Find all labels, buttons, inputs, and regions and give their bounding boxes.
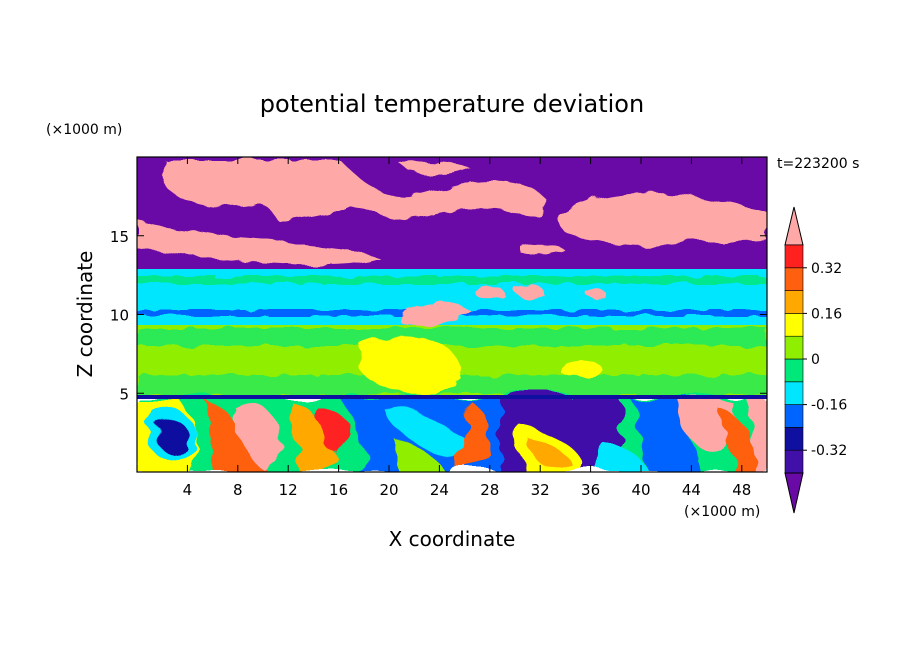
x-tick-label: 32 xyxy=(531,481,550,499)
y-tick-label: 10 xyxy=(110,307,129,325)
colorbar-box xyxy=(784,358,804,383)
contour-field xyxy=(137,157,767,472)
colorbar-extend-bottom xyxy=(784,472,804,514)
colorbar-tick-label: 0.16 xyxy=(811,306,842,322)
x-axis-ticks: 4 8 12 16 20 24 28 32 36 40 44 48 xyxy=(183,157,751,499)
x-tick-label: 8 xyxy=(233,481,243,499)
colorbar-box xyxy=(784,335,804,360)
x-tick-label: 28 xyxy=(480,481,499,499)
boundary-layer-eddies xyxy=(137,397,767,472)
colorbar: 0.32 0.16 0 -0.16 -0.32 xyxy=(784,206,847,514)
band-11-13km xyxy=(137,269,767,301)
x-tick-label: 20 xyxy=(379,481,398,499)
colorbar-box xyxy=(784,404,804,428)
colorbar-box xyxy=(784,427,804,451)
colorbar-tick-label: -0.32 xyxy=(811,443,847,459)
colorbar-box xyxy=(784,449,804,474)
x-tick-label: 36 xyxy=(581,481,600,499)
y-tick-label: 5 xyxy=(119,385,129,403)
x-tick-label: 12 xyxy=(279,481,298,499)
colorbar-tick-label: 0.32 xyxy=(811,261,842,277)
y-axis-label: Z coordinate xyxy=(73,251,97,378)
y-tick-label: 15 xyxy=(110,228,129,246)
colorbar-tick-label: 0 xyxy=(811,352,820,368)
colorbar-box xyxy=(784,313,804,337)
x-tick-label: 44 xyxy=(682,481,701,499)
colorbar-box xyxy=(784,244,804,269)
y-axis-ticks: 5 10 15 xyxy=(110,228,767,403)
colorbar-box xyxy=(784,267,804,291)
x-tick-label: 48 xyxy=(732,481,751,499)
x-tick-label: 4 xyxy=(183,481,193,499)
colorbar-box xyxy=(784,381,804,405)
time-label: t=223200 s xyxy=(777,156,859,172)
x-tick-label: 40 xyxy=(631,481,650,499)
colorbar-tick-label: -0.16 xyxy=(811,398,847,414)
x-axis-label: X coordinate xyxy=(389,527,516,551)
upper-warm-patches xyxy=(137,160,767,266)
x-tick-label: 24 xyxy=(430,481,449,499)
x-unit-label: (×1000 m) xyxy=(684,504,760,520)
y-unit-label: (×1000 m) xyxy=(46,122,122,138)
colorbar-box xyxy=(784,290,804,314)
colorbar-extend-top xyxy=(784,206,804,246)
chart-title: potential temperature deviation xyxy=(260,90,644,118)
x-tick-label: 16 xyxy=(329,481,348,499)
